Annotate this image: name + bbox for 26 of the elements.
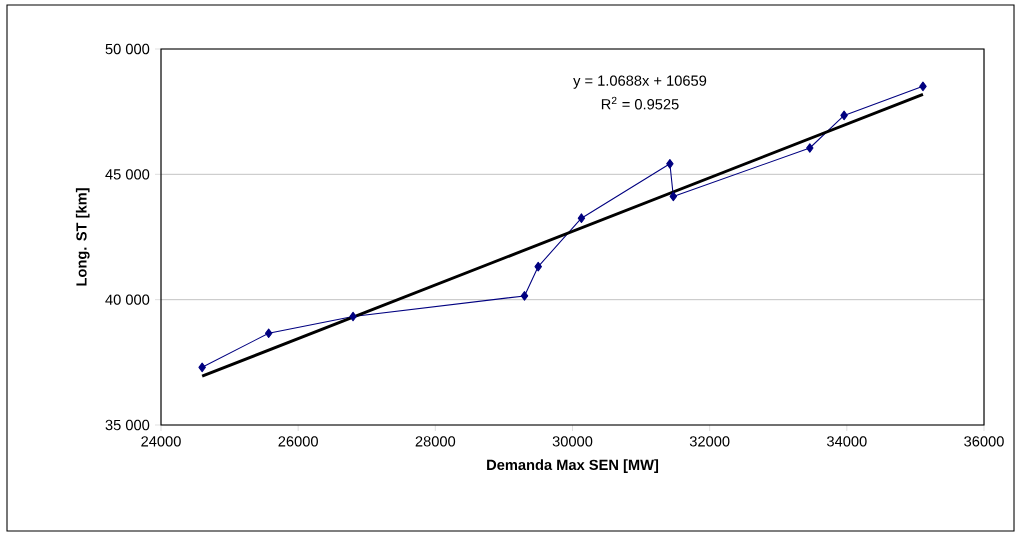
- x-axis-title: Demanda Max SEN [MW]: [487, 459, 659, 473]
- point: [198, 362, 206, 373]
- annotation: R$^{2}$ = 0.9525: [601, 96, 679, 110]
- x-tick-label: 26000: [278, 436, 318, 447]
- y-tick-label: 35 000: [105, 419, 150, 431]
- y-tick-label: 50 000: [105, 43, 150, 55]
- point: [577, 213, 586, 224]
- point: [520, 291, 529, 301]
- y-tick-label: 45 000: [105, 169, 150, 180]
- point: [349, 311, 357, 322]
- annotation: y = 1.0688x + 10659: [573, 75, 707, 89]
- point: [840, 110, 848, 121]
- x-tick-label: 24000: [141, 436, 181, 447]
- point: [666, 159, 674, 169]
- x-tick-label: 36000: [964, 436, 1004, 447]
- x-tick-label: 30000: [552, 436, 593, 447]
- x-tick-label: 28000: [415, 436, 456, 447]
- y-axis-title: Long. ST [km]: [75, 188, 90, 286]
- y-tick-label: 40 000: [105, 294, 150, 305]
- point: [534, 261, 542, 272]
- point: [919, 81, 927, 92]
- point: [806, 143, 814, 153]
- point: [264, 328, 273, 339]
- point: [669, 191, 678, 202]
- x-tick-label: 34000: [827, 436, 867, 447]
- x-tick-label: 32000: [689, 436, 730, 447]
